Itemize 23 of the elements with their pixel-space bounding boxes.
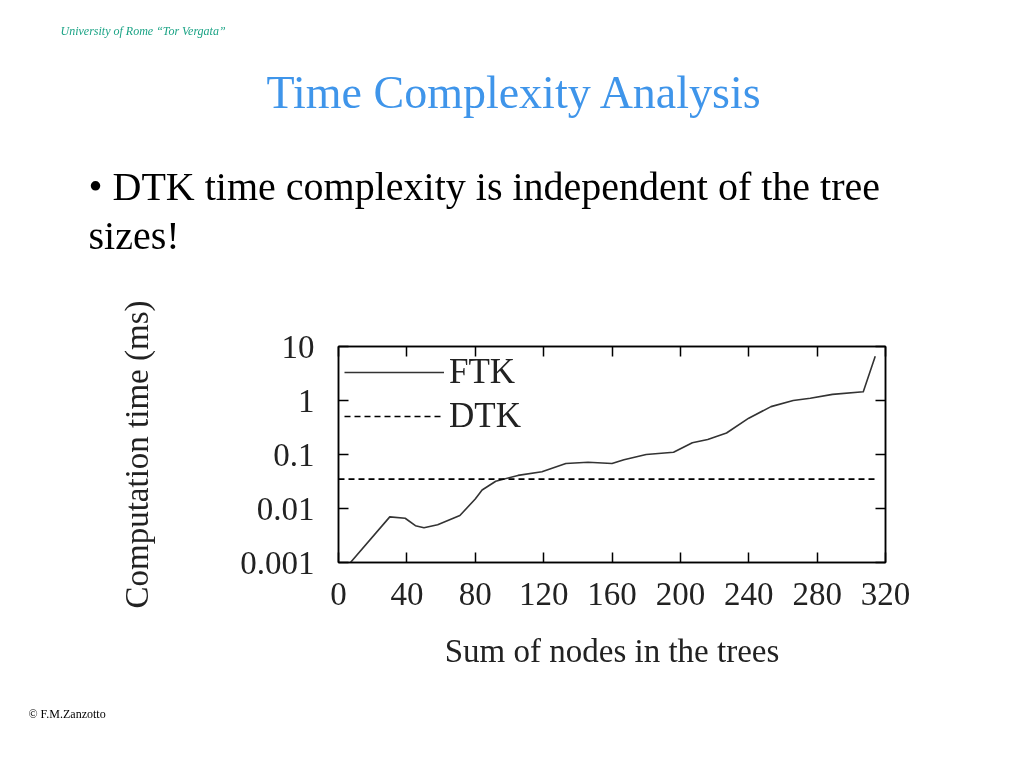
x-axis-title: Sum of nodes in the trees [444, 632, 780, 669]
legend-label: DTK [449, 396, 521, 436]
text: University of Rome “Tor Vergata” [60, 23, 226, 38]
text: © F.M.Zanzotto [28, 706, 106, 721]
y-axis-title: Computation time (ms) [119, 300, 157, 609]
x-tick-label: 160 [587, 575, 637, 612]
y-tick-label: 0.001 [240, 544, 315, 581]
x-tick-label: 280 [792, 575, 842, 612]
y-tick-label: 10 [281, 328, 315, 365]
chart-title: Time Complexity Analysis [266, 67, 761, 118]
x-tick-label: 320 [860, 575, 911, 612]
chart-subtitle: • DTK time complexity is independent of the tree sizes! [88, 164, 881, 259]
x-tick-label: 120 [518, 575, 569, 612]
x-tick-label: 240 [724, 575, 774, 612]
x-tick-label: 40 [390, 575, 424, 612]
y-tick-label: 0.01 [256, 490, 315, 527]
x-tick-label: 80 [458, 575, 492, 612]
x-tick-label: 200 [655, 575, 706, 612]
line-series [349, 355, 877, 563]
x-tick-label: 0 [330, 575, 347, 612]
legend-label: FTK [449, 352, 516, 392]
y-tick-label: 1 [298, 382, 315, 419]
y-tick-label: 0.1 [273, 436, 315, 473]
